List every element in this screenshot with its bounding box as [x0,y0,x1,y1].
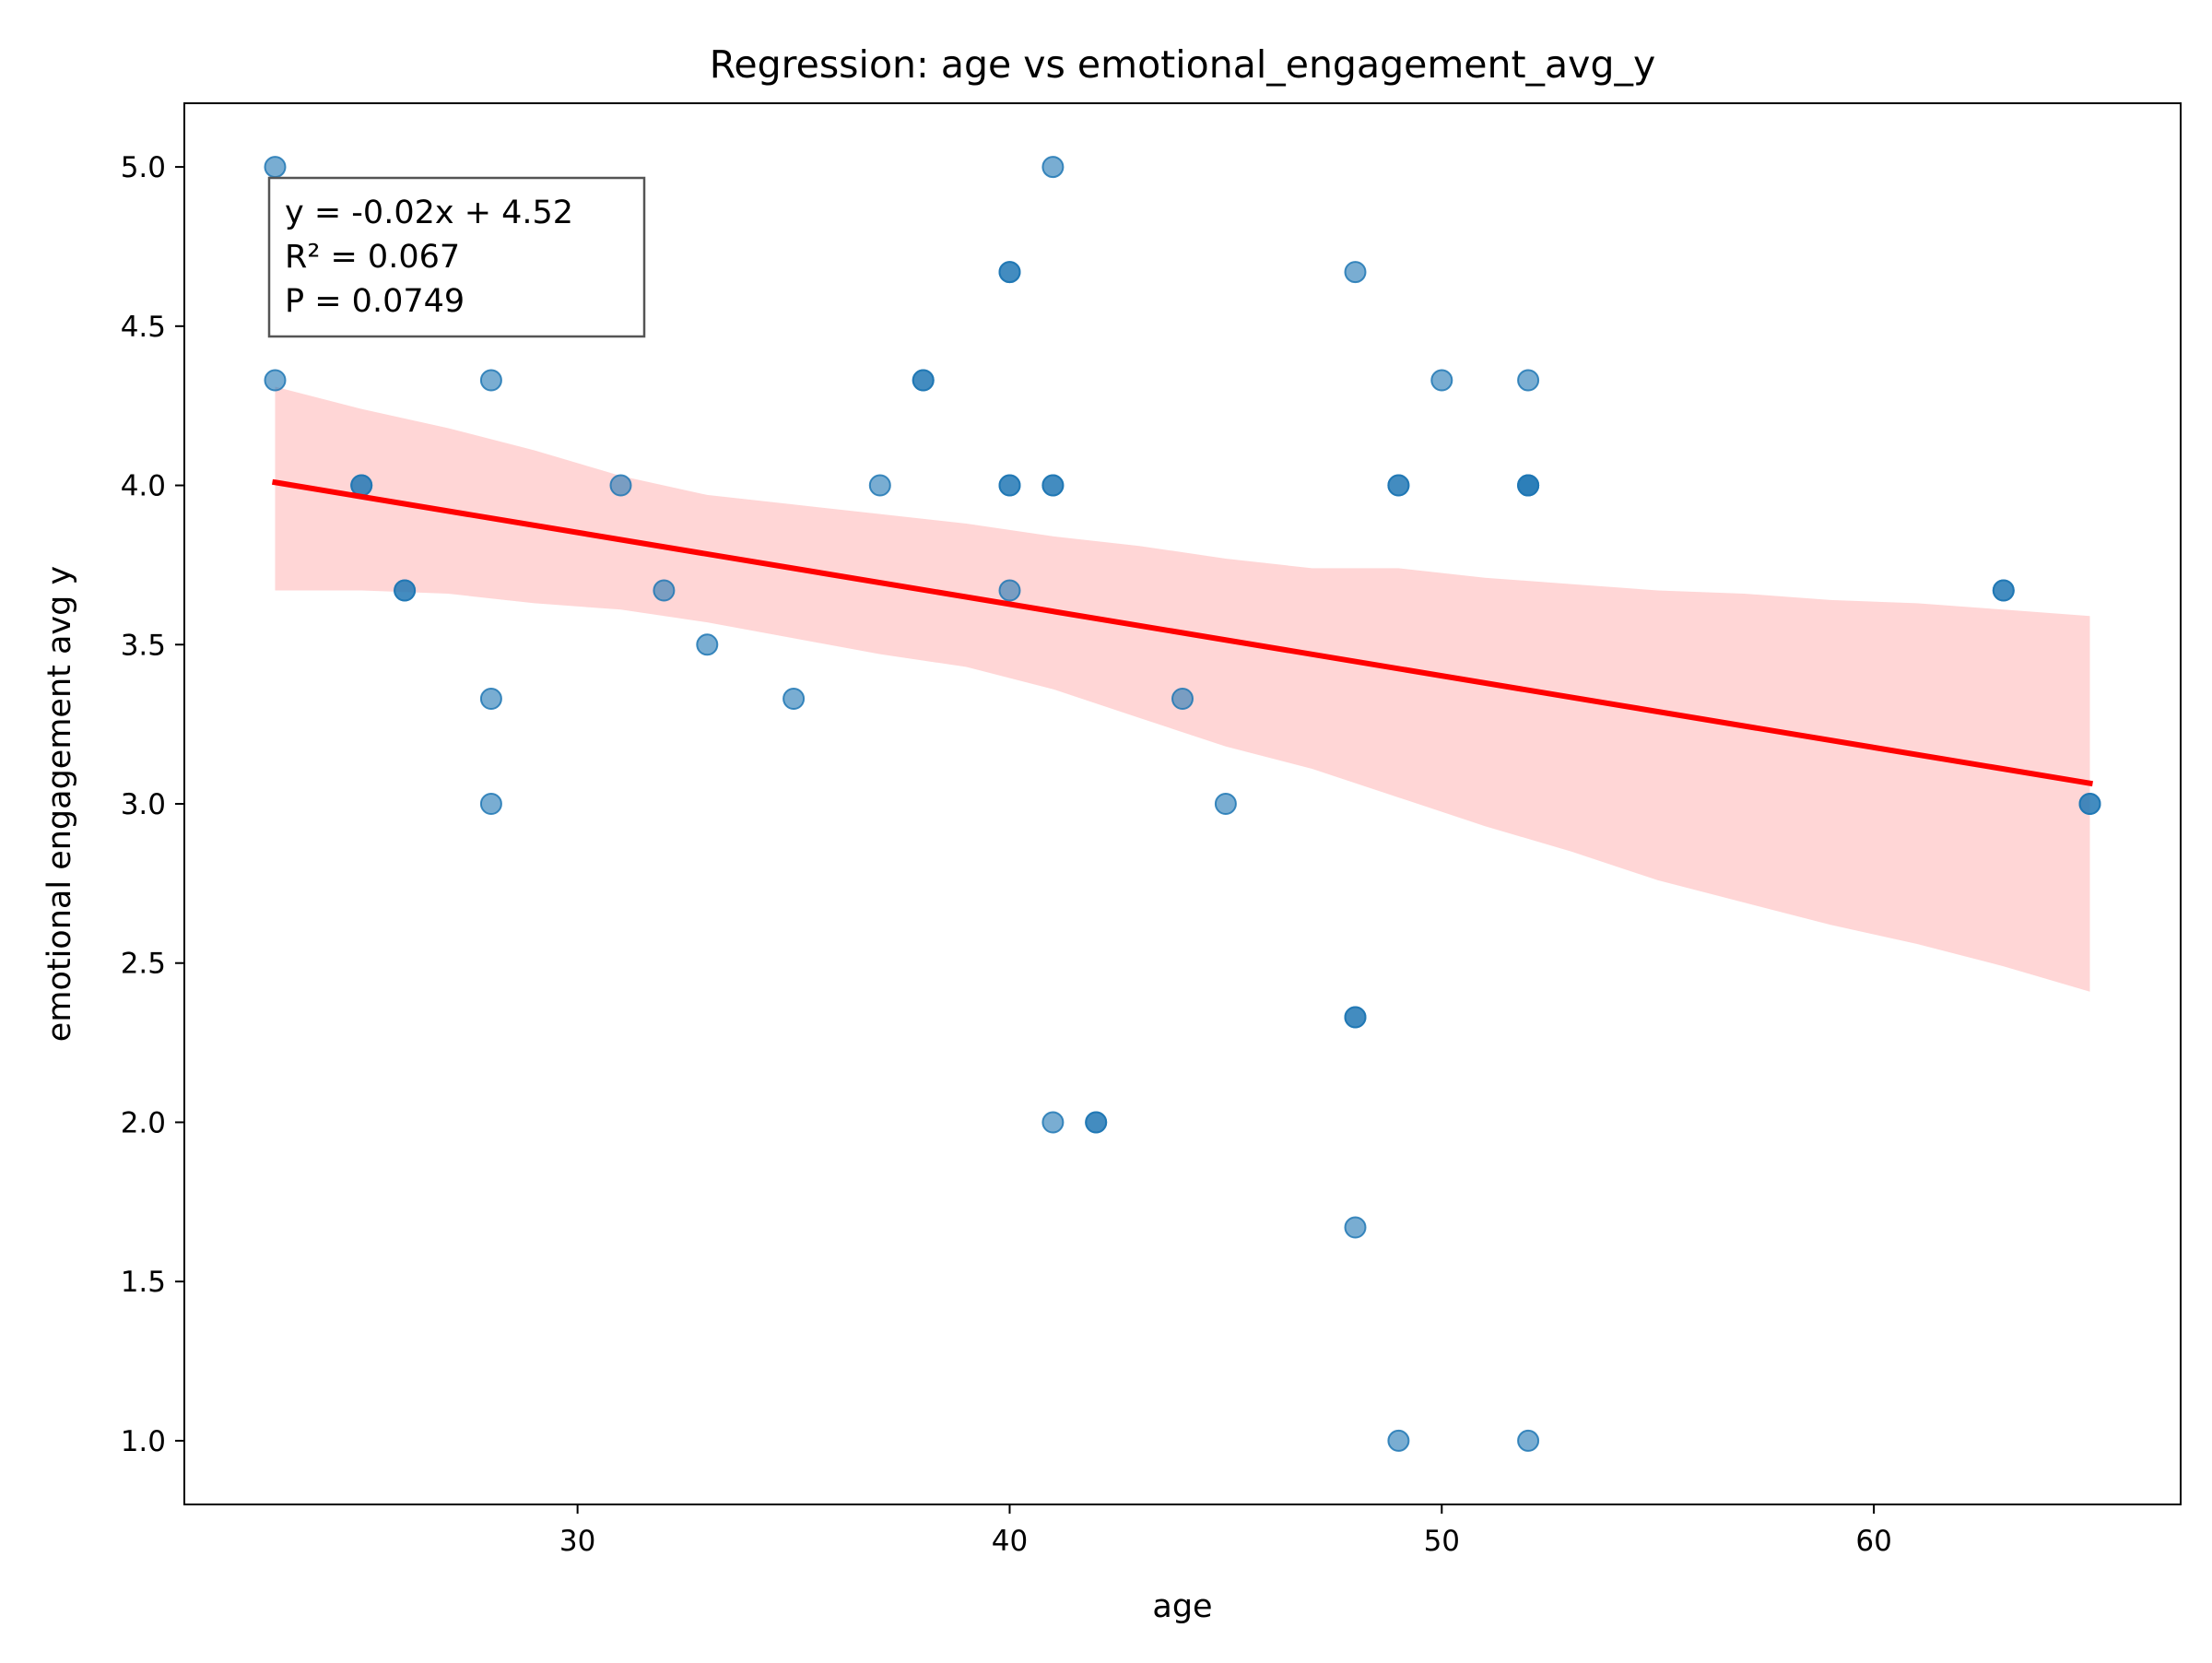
scatter-point [1387,474,1410,497]
scatter-point [782,688,806,710]
scatter-point [479,793,502,815]
regression-line [272,478,2093,787]
chart-title: Regression: age vs emotional_engagement_… [710,42,1655,87]
scatter-point [1085,1111,1108,1134]
scatter-point [653,579,676,602]
y-tick-label: 2.5 [121,948,166,981]
scatter-point [479,369,502,392]
x-tick-label: 50 [1424,1525,1460,1558]
x-tick-label: 30 [559,1525,595,1558]
scatter-point [998,474,1021,497]
scatter-point [1344,1216,1367,1239]
scatter-point [1171,688,1194,710]
y-tick-label: 3.0 [121,788,166,821]
scatter-point [998,261,1021,284]
regression-stats-box: y = -0.02x + 4.52 R² = 0.067 P = 0.0749 [267,176,646,338]
scatter-point [1517,369,1540,392]
scatter-point [1041,1111,1065,1134]
scatter-point [2078,793,2101,815]
scatter-point [394,579,417,602]
scatter-point [609,474,632,497]
x-ticks: 30 40 50 60 [559,1504,1892,1558]
x-tick-label: 40 [992,1525,1028,1558]
scatter-point [1387,1429,1410,1452]
y-tick-label: 3.5 [121,629,166,662]
r-squared-text: R² = 0.067 [285,239,460,276]
scatter-point [1992,579,2015,602]
y-axis-label: emotional engagement avg y [41,566,78,1042]
scatter-point [479,688,502,710]
y-tick-label: 4.5 [121,311,166,344]
scatter-point [264,369,287,392]
scatter-point [1430,369,1453,392]
x-tick-label: 60 [1855,1525,1891,1558]
scatter-point [1344,261,1367,284]
scatter-point [1517,1429,1540,1452]
equation-text: y = -0.02x + 4.52 [285,195,573,231]
scatter-point [998,579,1021,602]
y-tick-label: 2.0 [121,1106,166,1139]
scatter-point [264,156,287,179]
x-axis-label: age [1152,1588,1212,1625]
scatter-point [1517,474,1540,497]
y-tick-label: 5.0 [121,151,166,184]
scatter-point [350,474,373,497]
p-value-text: P = 0.0749 [285,283,465,320]
y-tick-label: 1.5 [121,1266,166,1299]
scatter-point [1041,474,1065,497]
scatter-point [912,369,935,392]
y-tick-label: 1.0 [121,1425,166,1458]
scatter-point [868,474,891,497]
scatter-point [696,633,719,656]
regression-line-layer [272,478,2093,787]
y-ticks: 1.0 1.5 2.0 2.5 3.0 3.5 4.0 4.5 5.0 [121,151,184,1458]
scatter-point [1214,793,1237,815]
scatter-points-layer [264,156,2101,1452]
y-tick-label: 4.0 [121,470,166,503]
scatter-point [1344,1006,1367,1029]
scatter-point [1041,156,1065,179]
stats-box-frame [267,176,646,338]
